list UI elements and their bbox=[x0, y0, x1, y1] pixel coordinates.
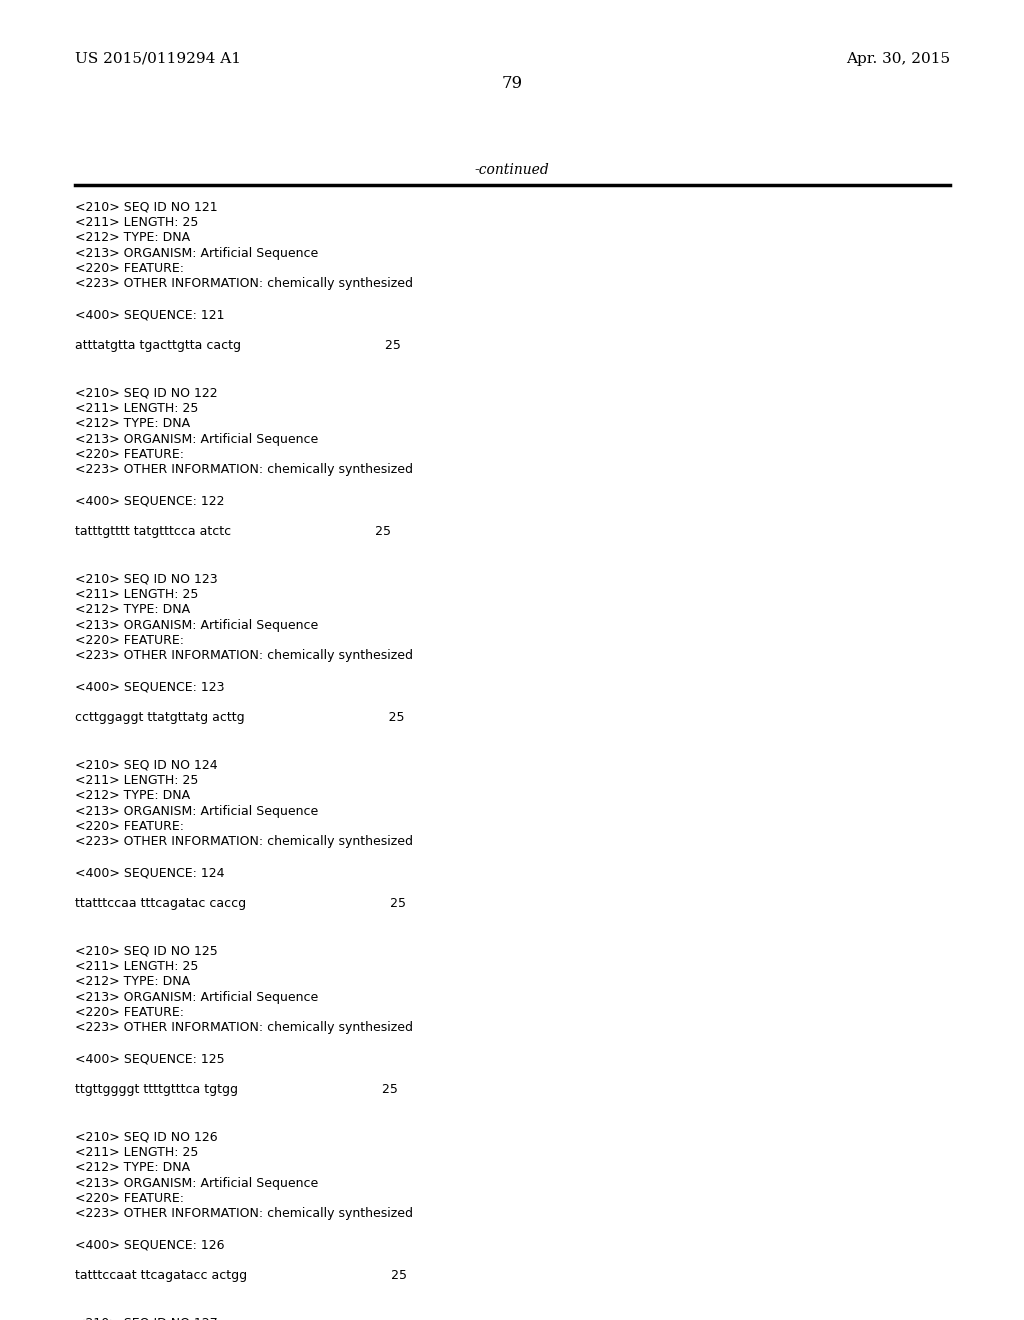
Text: tatttgtttt tatgtttcca atctc                                    25: tatttgtttt tatgtttcca atctc 25 bbox=[75, 525, 391, 539]
Text: tatttccaat ttcagatacc actgg                                    25: tatttccaat ttcagatacc actgg 25 bbox=[75, 1270, 407, 1283]
Text: <210> SEQ ID NO 121: <210> SEQ ID NO 121 bbox=[75, 201, 218, 213]
Text: <223> OTHER INFORMATION: chemically synthesized: <223> OTHER INFORMATION: chemically synt… bbox=[75, 649, 413, 663]
Text: atttatgtta tgacttgtta cactg                                    25: atttatgtta tgacttgtta cactg 25 bbox=[75, 339, 400, 352]
Text: <213> ORGANISM: Artificial Sequence: <213> ORGANISM: Artificial Sequence bbox=[75, 619, 318, 631]
Text: <210> SEQ ID NO 127: <210> SEQ ID NO 127 bbox=[75, 1316, 218, 1320]
Text: <400> SEQUENCE: 124: <400> SEQUENCE: 124 bbox=[75, 866, 224, 879]
Text: <212> TYPE: DNA: <212> TYPE: DNA bbox=[75, 1162, 190, 1173]
Text: <400> SEQUENCE: 126: <400> SEQUENCE: 126 bbox=[75, 1238, 224, 1251]
Text: <220> FEATURE:: <220> FEATURE: bbox=[75, 1006, 184, 1019]
Text: <223> OTHER INFORMATION: chemically synthesized: <223> OTHER INFORMATION: chemically synt… bbox=[75, 277, 413, 290]
Text: -continued: -continued bbox=[475, 162, 549, 177]
Text: <211> LENGTH: 25: <211> LENGTH: 25 bbox=[75, 587, 199, 601]
Text: <213> ORGANISM: Artificial Sequence: <213> ORGANISM: Artificial Sequence bbox=[75, 804, 318, 817]
Text: <223> OTHER INFORMATION: chemically synthesized: <223> OTHER INFORMATION: chemically synt… bbox=[75, 463, 413, 477]
Text: <210> SEQ ID NO 125: <210> SEQ ID NO 125 bbox=[75, 944, 218, 957]
Text: <213> ORGANISM: Artificial Sequence: <213> ORGANISM: Artificial Sequence bbox=[75, 990, 318, 1003]
Text: <400> SEQUENCE: 123: <400> SEQUENCE: 123 bbox=[75, 681, 224, 693]
Text: <220> FEATURE:: <220> FEATURE: bbox=[75, 820, 184, 833]
Text: 79: 79 bbox=[502, 75, 522, 92]
Text: Apr. 30, 2015: Apr. 30, 2015 bbox=[846, 51, 950, 66]
Text: <213> ORGANISM: Artificial Sequence: <213> ORGANISM: Artificial Sequence bbox=[75, 433, 318, 446]
Text: <220> FEATURE:: <220> FEATURE: bbox=[75, 447, 184, 461]
Text: <212> TYPE: DNA: <212> TYPE: DNA bbox=[75, 603, 190, 616]
Text: <220> FEATURE:: <220> FEATURE: bbox=[75, 634, 184, 647]
Text: <212> TYPE: DNA: <212> TYPE: DNA bbox=[75, 975, 190, 987]
Text: <400> SEQUENCE: 125: <400> SEQUENCE: 125 bbox=[75, 1052, 224, 1065]
Text: ttgttggggt ttttgtttca tgtgg                                    25: ttgttggggt ttttgtttca tgtgg 25 bbox=[75, 1084, 398, 1097]
Text: <211> LENGTH: 25: <211> LENGTH: 25 bbox=[75, 1146, 199, 1159]
Text: <220> FEATURE:: <220> FEATURE: bbox=[75, 261, 184, 275]
Text: <210> SEQ ID NO 124: <210> SEQ ID NO 124 bbox=[75, 758, 218, 771]
Text: <223> OTHER INFORMATION: chemically synthesized: <223> OTHER INFORMATION: chemically synt… bbox=[75, 1208, 413, 1221]
Text: <223> OTHER INFORMATION: chemically synthesized: <223> OTHER INFORMATION: chemically synt… bbox=[75, 836, 413, 849]
Text: <210> SEQ ID NO 126: <210> SEQ ID NO 126 bbox=[75, 1130, 218, 1143]
Text: <223> OTHER INFORMATION: chemically synthesized: <223> OTHER INFORMATION: chemically synt… bbox=[75, 1022, 413, 1035]
Text: <210> SEQ ID NO 123: <210> SEQ ID NO 123 bbox=[75, 572, 218, 585]
Text: <212> TYPE: DNA: <212> TYPE: DNA bbox=[75, 417, 190, 430]
Text: US 2015/0119294 A1: US 2015/0119294 A1 bbox=[75, 51, 241, 66]
Text: <220> FEATURE:: <220> FEATURE: bbox=[75, 1192, 184, 1205]
Text: <212> TYPE: DNA: <212> TYPE: DNA bbox=[75, 789, 190, 803]
Text: <212> TYPE: DNA: <212> TYPE: DNA bbox=[75, 231, 190, 244]
Text: <400> SEQUENCE: 122: <400> SEQUENCE: 122 bbox=[75, 495, 224, 507]
Text: <211> LENGTH: 25: <211> LENGTH: 25 bbox=[75, 774, 199, 787]
Text: <210> SEQ ID NO 122: <210> SEQ ID NO 122 bbox=[75, 385, 218, 399]
Text: <211> LENGTH: 25: <211> LENGTH: 25 bbox=[75, 215, 199, 228]
Text: <213> ORGANISM: Artificial Sequence: <213> ORGANISM: Artificial Sequence bbox=[75, 247, 318, 260]
Text: <211> LENGTH: 25: <211> LENGTH: 25 bbox=[75, 401, 199, 414]
Text: <211> LENGTH: 25: <211> LENGTH: 25 bbox=[75, 960, 199, 973]
Text: ttatttccaa tttcagatac caccg                                    25: ttatttccaa tttcagatac caccg 25 bbox=[75, 898, 406, 911]
Text: ccttggaggt ttatgttatg acttg                                    25: ccttggaggt ttatgttatg acttg 25 bbox=[75, 711, 404, 725]
Text: <213> ORGANISM: Artificial Sequence: <213> ORGANISM: Artificial Sequence bbox=[75, 1176, 318, 1189]
Text: <400> SEQUENCE: 121: <400> SEQUENCE: 121 bbox=[75, 309, 224, 322]
